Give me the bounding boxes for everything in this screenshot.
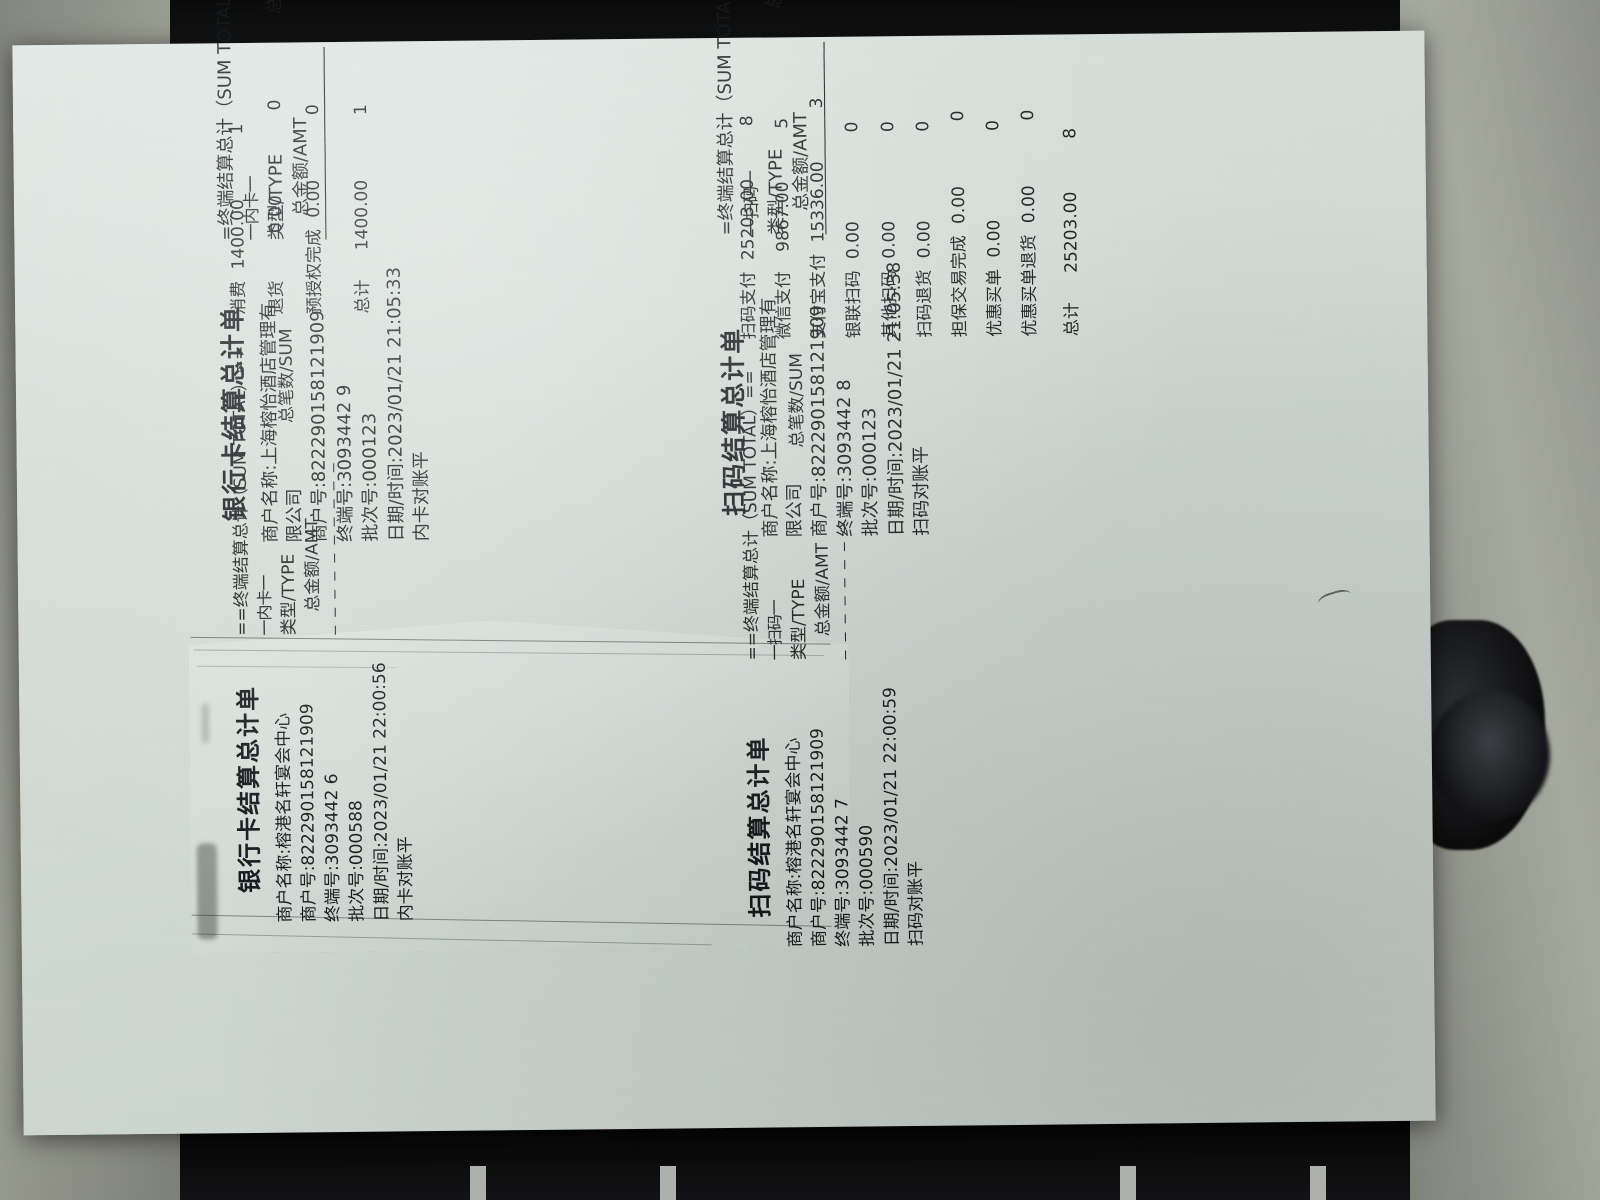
receipt-4-datetime-label: 日期/时间 <box>881 872 903 947</box>
row-amount: 15336.00 <box>807 161 829 243</box>
receipt-1-col-count: 总笔数/SUM <box>263 0 285 15</box>
row-type: 扫码退货 <box>914 269 936 338</box>
ink-smudge <box>201 703 210 744</box>
row-amount: 0.00 <box>913 220 935 259</box>
row-amount: 9867.00 <box>772 181 794 252</box>
receipt-4-col-type: 类型/TYPE <box>788 578 810 661</box>
row-type: 微信支付 <box>773 271 795 340</box>
receipt-4-row: 其他扫码 0.00 0 <box>875 97 902 338</box>
receipt-4-row: 优惠买单 0.00 0 <box>981 96 1008 337</box>
receipt-4-title: 扫码结算总计单 <box>744 735 775 918</box>
row-amount: 0.00 <box>843 221 864 260</box>
receipt-3-total-row: 总计 1400.00 1 <box>349 99 375 314</box>
receipt-4-batch-label: 批次号 <box>857 895 879 947</box>
receipt-3-datetime-value: 2023/01/21 22:00:56 <box>369 662 392 843</box>
receipt-3-mid-label: 商户号 <box>299 871 320 923</box>
receipt-4-merchant-value: 榕港名轩宴会中心 <box>783 737 806 874</box>
receipt-4-qrcode-lower: 扫码结算总计单 商户名称:榕港名轩宴会中心 商户号:82229015812190… <box>737 98 1597 1200</box>
receipt-3-col-type: 类型/TYPE <box>278 553 300 636</box>
receipt-4-merchant-label: 商户名称 <box>785 879 806 948</box>
receipt-4-row: 优惠买单退货 0.00 0 <box>1016 95 1043 337</box>
row-type: 支付宝支付 <box>808 253 830 339</box>
receipt-4-row: 担保交易完成 0.00 0 <box>946 96 973 337</box>
receipt-4-tid-label: 终端号 <box>833 895 855 947</box>
receipt-4-row: 扫码支付 25203.00 8 <box>735 98 762 339</box>
receipt-3-section-title: ==终端结算总计（SUM TOTAL）== <box>229 345 253 636</box>
receipt-4-tid-value: 3093442 7 <box>832 797 854 891</box>
total-amount: 1400.00 <box>352 179 373 251</box>
receipt-3-section-subtitle: 一内卡一 <box>255 575 275 636</box>
receipt-3-col-count: 总笔数/SUM <box>276 328 298 424</box>
desk-object-dark-inner <box>1430 690 1550 820</box>
row-count: 0 <box>303 104 324 116</box>
dark-background-bottom <box>180 1118 1410 1200</box>
receipt-3-batch-label: 批次号 <box>347 870 368 922</box>
row-count: 0 <box>983 119 1004 132</box>
photocopy-sheet: 银行卡结算总计单 商户名称:上海榕怡酒店管理有限公司 商户号:822290158… <box>12 0 1436 1136</box>
row-count: 0 <box>877 121 898 133</box>
receipt-3-reconcile-note: 内卡对账平 <box>395 836 417 922</box>
receipt-4-mid-value: 822290158121909 <box>807 727 830 891</box>
receipt-4-row: 扫码退货 0.00 0 <box>911 96 938 338</box>
row-type: 优惠买单 <box>984 268 1006 338</box>
ink-smudge <box>196 843 218 940</box>
receipt-3-merchant-value: 榕港名轩宴会中心 <box>273 712 295 849</box>
receipt-4-reconcile-note: 扫码对账平 <box>905 860 927 947</box>
receipt-3-row: 预授权完成 0.00 0 <box>301 99 327 314</box>
row-type: 优惠买单退货 <box>1019 234 1041 337</box>
row-amount: 0.00 <box>304 179 325 218</box>
receipt-3-tid-value: 3093442 6 <box>322 773 344 866</box>
total-count: 1 <box>351 104 372 116</box>
row-type: 退货 <box>266 280 288 315</box>
receipt-3-datetime-label: 日期/时间 <box>371 847 393 922</box>
total-count: 8 <box>1060 127 1081 139</box>
receipt-3-row: 退货 0.00 0 <box>263 99 289 314</box>
row-count: 8 <box>737 115 758 127</box>
receipt-3-tid-label: 终端号 <box>323 871 344 923</box>
row-count: 5 <box>772 117 793 129</box>
receipt-4-col-amount: 总金额/AMT <box>812 542 834 637</box>
receipt-4-mid-label: 商户号 <box>809 895 831 948</box>
row-count: 1 <box>227 123 248 135</box>
receipt-3-row: 消费 1400.00 1 <box>225 100 251 315</box>
row-amount: 0.00 <box>984 219 1005 258</box>
row-count: 0 <box>912 120 933 132</box>
row-amount: 0.00 <box>948 185 970 225</box>
receipt-4-row: 支付宝支付 15336.00 3 <box>805 98 832 339</box>
row-amount: 0.00 <box>266 195 287 234</box>
total-label: 总计 <box>353 279 374 314</box>
row-count: 0 <box>265 99 286 111</box>
receipt-4-total-row: 总计 25203.00 8 <box>1058 95 1085 336</box>
row-amount: 0.00 <box>1018 185 1040 224</box>
receipt-4-section-subtitle: 一扫码一 <box>765 600 785 661</box>
row-amount: 0.00 <box>878 220 900 259</box>
row-type: 担保交易完成 <box>949 235 971 338</box>
row-type: 预授权完成 <box>304 228 326 315</box>
row-type: 其他扫码 <box>879 269 900 339</box>
row-count: 0 <box>842 121 863 133</box>
receipt-4-row: 银联扫码 0.00 0 <box>840 97 867 338</box>
row-type: 消费 <box>228 280 250 315</box>
receipt-4-batch-value: 000590 <box>856 824 878 890</box>
row-count: 3 <box>807 97 828 109</box>
total-label: 总计 <box>1062 302 1083 337</box>
receipt-3-mid-value: 822290158121909 <box>297 703 320 866</box>
row-count: 0 <box>947 110 968 122</box>
row-type: 银联扫码 <box>844 270 865 339</box>
receipt-2-col-count: 总笔数/SUM <box>763 0 785 9</box>
receipt-4-col-count: 总笔数/SUM <box>786 352 808 448</box>
row-amount: 1400.00 <box>227 199 249 270</box>
row-count: 0 <box>1018 109 1039 121</box>
receipt-4-section-title: ==终端结算总计（SUM TOTAL）== <box>739 370 763 661</box>
receipt-4-row: 微信支付 9867.00 5 <box>770 98 797 340</box>
receipt-3-title: 银行卡结算总计单 <box>234 684 265 894</box>
receipt-4-datetime-value: 2023/01/21 22:00:59 <box>879 686 902 867</box>
receipt-3-col-amount: 总金额/AMT <box>302 518 324 612</box>
receipt-3-batch-value: 000588 <box>346 800 368 866</box>
row-amount: 25203.00 <box>737 178 759 261</box>
total-amount: 25203.00 <box>1061 191 1082 273</box>
row-type: 扫码支付 <box>738 271 760 340</box>
receipt-3-merchant-label: 商户名称 <box>274 854 296 923</box>
